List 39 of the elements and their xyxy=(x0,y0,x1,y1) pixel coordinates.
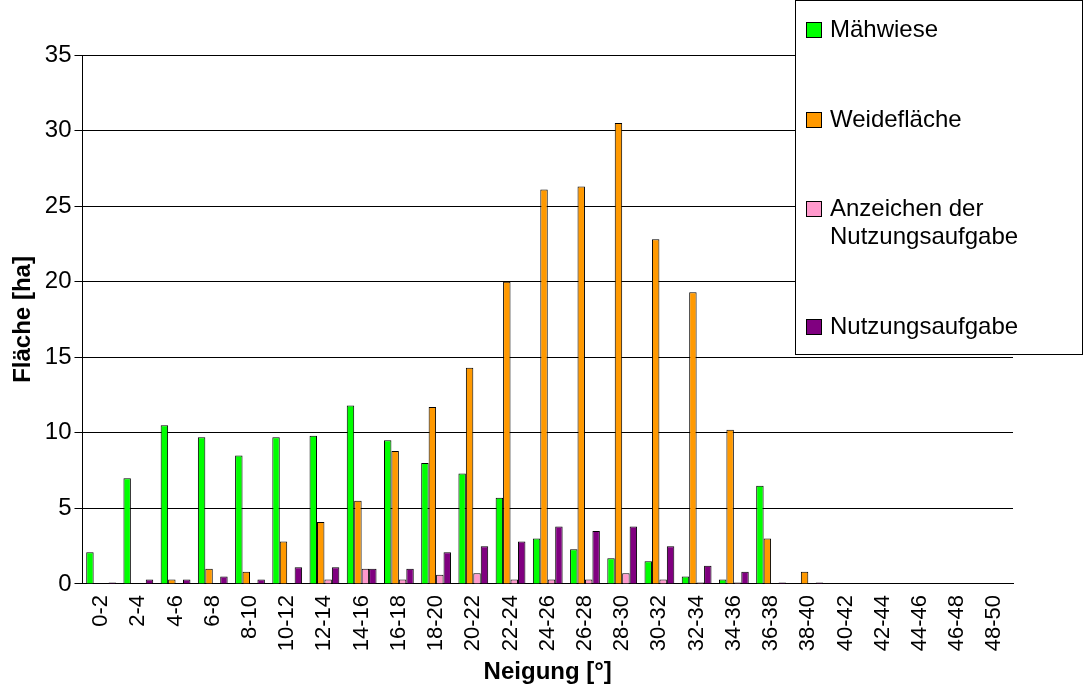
x-tick-label: 0-2 xyxy=(87,594,113,627)
x-tick-label: 12-14 xyxy=(310,594,336,652)
x-tick-label: 20-22 xyxy=(459,594,485,652)
y-tick-label: 0 xyxy=(58,568,72,596)
x-tick-label: 40-42 xyxy=(831,594,857,652)
y-tick-label: 25 xyxy=(44,190,72,218)
x-tick-label: 46-48 xyxy=(943,594,969,652)
x-tick-label: 44-46 xyxy=(906,594,932,652)
x-axis-title: Neigung [°] xyxy=(483,657,612,685)
x-tick-label: 16-18 xyxy=(384,594,410,652)
x-tick-label: 30-32 xyxy=(645,594,671,652)
y-tick-label: 35 xyxy=(44,39,72,67)
x-tick-label: 42-44 xyxy=(868,594,894,652)
x-tick-label: 36-38 xyxy=(757,594,783,652)
x-tick-label: 26-28 xyxy=(571,594,597,652)
x-tick-label: 28-30 xyxy=(608,594,634,652)
y-tick-label: 15 xyxy=(44,341,72,369)
legend-label: Anzeichen der Nutzungsaufgabe xyxy=(830,194,1020,251)
x-tick-label: 22-24 xyxy=(496,594,522,652)
y-tick-label: 30 xyxy=(44,115,72,143)
x-tick-label: 8-10 xyxy=(236,594,262,639)
x-tick-label: 38-40 xyxy=(794,594,820,652)
x-tick-label: 14-16 xyxy=(347,594,373,652)
legend-label: Nutzungsaufgabe xyxy=(830,311,1019,340)
y-tick-label: 20 xyxy=(44,266,72,294)
x-tick-label: 24-26 xyxy=(533,594,559,652)
x-tick-label: 4-6 xyxy=(161,594,187,627)
y-tick-label: 10 xyxy=(44,417,72,445)
x-tick-label: 34-36 xyxy=(719,594,745,652)
x-tick-label: 48-50 xyxy=(980,594,1006,652)
legend-label: Mähwiese xyxy=(830,15,939,43)
y-tick-label: 5 xyxy=(58,493,72,520)
x-tick-label: 32-34 xyxy=(682,594,708,652)
x-tick-label: 18-20 xyxy=(422,594,448,652)
y-axis-title: Fläche [ha] xyxy=(8,256,36,383)
x-tick-label: 6-8 xyxy=(198,594,224,627)
legend-label: Weidefläche xyxy=(830,104,962,133)
x-tick-label: 10-12 xyxy=(273,594,299,652)
x-tick-label: 2-4 xyxy=(124,594,150,627)
